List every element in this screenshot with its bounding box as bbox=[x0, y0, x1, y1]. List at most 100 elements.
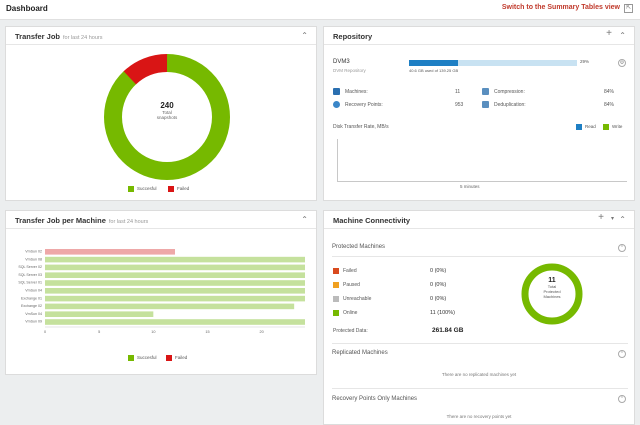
legend-failed: Failed bbox=[166, 355, 187, 361]
repository-usage-fill bbox=[409, 60, 458, 66]
x-tick-label: 10 bbox=[151, 330, 155, 334]
replicated-info-icon[interactable]: ⌃ bbox=[618, 350, 626, 358]
donut-slice-failed bbox=[104, 54, 230, 180]
bar-succesful bbox=[45, 303, 295, 310]
status-online-value: 11 (100%) bbox=[430, 310, 455, 316]
repository-panel: Repository + ⌃ ⚙ bbox=[323, 26, 635, 201]
metric-compression-label: Compression: bbox=[494, 89, 525, 95]
status-failed-label: Failed bbox=[343, 268, 357, 274]
protected-info-icon[interactable]: ⌃ bbox=[618, 244, 626, 252]
donut-total-label: Total bbox=[162, 110, 172, 115]
legend-write: Write bbox=[603, 124, 622, 130]
x-tick-label: 20 bbox=[260, 330, 264, 334]
x-tick-label: 15 bbox=[205, 330, 209, 334]
ring-total: 11 Total Protected Machines bbox=[532, 277, 572, 299]
export-icon[interactable]: ⇱ bbox=[624, 4, 633, 13]
chart-x-label: 5 minutes bbox=[460, 184, 480, 189]
protected-machines-ring bbox=[521, 263, 583, 325]
divider bbox=[332, 343, 628, 344]
repository-usage-percent: 29% bbox=[580, 59, 590, 64]
metric-compression-value: 84% bbox=[604, 89, 615, 95]
metric-dedup-label: Deduplication: bbox=[494, 102, 526, 108]
collapse-icon[interactable]: ⌃ bbox=[301, 215, 308, 224]
paused-status-icon bbox=[333, 282, 339, 288]
legend-swatch bbox=[128, 355, 134, 361]
bar-succesful bbox=[45, 264, 305, 271]
legend-successful: Succesful bbox=[128, 186, 157, 192]
collapse-icon[interactable]: ⌃ bbox=[619, 31, 626, 40]
repository-type: DVM Repository bbox=[333, 68, 366, 73]
bar-succesful bbox=[45, 319, 305, 325]
legend-failed: Failed bbox=[168, 186, 189, 192]
switch-view-link[interactable]: Switch to the Summary Tables view bbox=[501, 4, 620, 11]
category-label: VmSun 04 bbox=[25, 289, 42, 293]
dropdown-icon[interactable]: ▾ bbox=[610, 216, 614, 222]
recovery-points-icon bbox=[333, 101, 340, 108]
legend-swatch bbox=[603, 124, 609, 130]
category-label: VmSun 04 bbox=[25, 312, 42, 316]
recovery-empty-text: There are no recovery points yet bbox=[446, 414, 512, 419]
bar-succesful bbox=[45, 280, 305, 286]
metric-recovery-label: Recovery Points: bbox=[345, 102, 383, 108]
status-unreachable-value: 0 (0%) bbox=[430, 296, 447, 302]
protected-data-label: Protected Data: bbox=[333, 328, 368, 334]
machine-connectivity-panel: Machine Connectivity + ▾ ⌃ ⌃ ⌃ ⌃ bbox=[323, 210, 635, 425]
status-unreachable-label: Unreachable bbox=[343, 296, 372, 302]
legend-swatch bbox=[128, 186, 134, 192]
panel-header: Transfer Job per Machine for last 24 hour… bbox=[6, 211, 316, 229]
collapse-icon[interactable]: ⌃ bbox=[301, 31, 308, 40]
add-icon[interactable]: + bbox=[598, 212, 604, 223]
replicated-empty-text: There are no replicated machines yet bbox=[441, 372, 517, 377]
metric-machines-label: Machines: bbox=[345, 89, 368, 95]
panel-title: Machine Connectivity bbox=[333, 216, 411, 225]
panel-header: Repository + ⌃ bbox=[324, 27, 634, 45]
donut-total-sublabel: snapshots bbox=[156, 115, 178, 120]
bar-succesful bbox=[45, 256, 305, 263]
repository-usage-bar bbox=[409, 60, 577, 66]
chart-x-axis bbox=[337, 181, 627, 182]
bar-succesful bbox=[45, 272, 305, 278]
bar-succesful bbox=[45, 295, 305, 302]
recovery-info-icon[interactable]: ⌃ bbox=[618, 395, 626, 403]
replicated-machines-title: Replicated Machines bbox=[332, 350, 388, 356]
unreachable-status-icon bbox=[333, 296, 339, 302]
ring-total-value: 11 bbox=[548, 277, 556, 284]
top-bar: Dashboard Switch to the Summary Tables v… bbox=[0, 0, 640, 20]
ring-total-label: Total bbox=[547, 284, 557, 289]
repository-settings-icon[interactable]: ⚙ bbox=[618, 59, 626, 67]
protected-data-value: 261.84 GB bbox=[432, 327, 464, 334]
online-status-icon bbox=[333, 310, 339, 316]
panel-title: Repository bbox=[333, 32, 373, 41]
failed-status-icon bbox=[333, 268, 339, 274]
status-failed-value: 0 (0%) bbox=[430, 268, 447, 274]
legend-swatch bbox=[168, 186, 174, 192]
category-label: Exchange 01 bbox=[21, 296, 42, 300]
category-label: VmSun 09 bbox=[25, 320, 42, 324]
transfer-job-donut bbox=[104, 54, 230, 180]
status-online-label: Online bbox=[343, 310, 358, 316]
legend-swatch bbox=[166, 355, 172, 361]
bar-failed bbox=[45, 249, 175, 255]
panel-title: Transfer Job per Machine for last 24 hour… bbox=[15, 216, 149, 225]
x-tick-label: 5 bbox=[98, 330, 100, 334]
disk-transfer-chart-title: Disk Transfer Rate, MB/s bbox=[333, 124, 389, 130]
ring-online-arc bbox=[521, 263, 583, 325]
category-label: VmSun 08 bbox=[25, 257, 42, 261]
status-paused-label: Paused bbox=[343, 282, 360, 288]
collapse-icon[interactable]: ⌃ bbox=[619, 215, 626, 224]
bar-succesful bbox=[45, 288, 305, 294]
page-title: Dashboard bbox=[6, 4, 48, 13]
metric-recovery-value: 953 bbox=[455, 102, 464, 108]
bar-succesful bbox=[45, 311, 154, 317]
category-label: SQL Server 03 bbox=[18, 273, 42, 277]
category-label: VmSun 02 bbox=[25, 250, 42, 254]
transfer-job-panel: Transfer Job for last 24 hours ⌃ 240 Tota… bbox=[5, 26, 317, 201]
repository-name[interactable]: DVM3 bbox=[333, 59, 350, 65]
category-label: Exchange 02 bbox=[21, 304, 42, 308]
divider bbox=[332, 256, 628, 257]
status-paused-value: 0 (0%) bbox=[430, 282, 447, 288]
legend-successful: Succesful bbox=[128, 355, 157, 361]
repository-usage-text: 40.6 GB used of 139.25 GB bbox=[409, 68, 459, 73]
ring-machines-label: Machines bbox=[543, 294, 561, 299]
add-icon[interactable]: + bbox=[606, 28, 612, 39]
